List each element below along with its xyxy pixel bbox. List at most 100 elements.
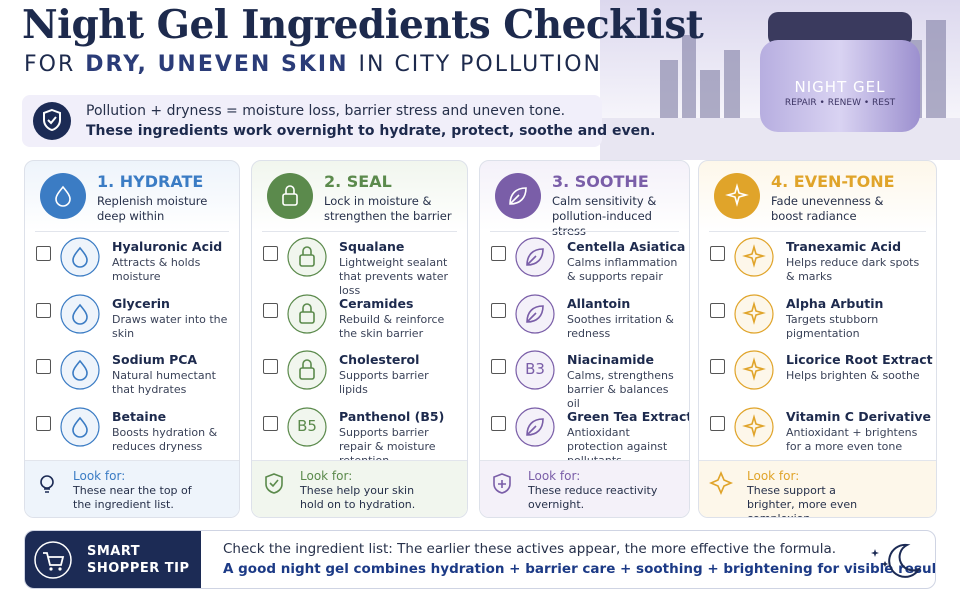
icon — [60, 293, 100, 334]
look-for-label: Look for: — [528, 469, 581, 483]
subtitle-part: FOR — [24, 52, 76, 77]
checkbox[interactable] — [263, 246, 278, 261]
subtitle-part: DRY, UNEVEN SKIN — [85, 52, 349, 77]
item-name: Glycerin — [112, 295, 170, 311]
item-desc: Helps brighten & soothe — [786, 369, 920, 382]
look-for-box: Look for: These support a brighter, more … — [699, 460, 936, 517]
icon — [40, 173, 86, 219]
checkbox[interactable] — [36, 302, 51, 318]
checkbox[interactable] — [36, 359, 51, 374]
item-desc: Natural humectant that hydrates — [112, 369, 216, 396]
badge: B3 — [525, 360, 545, 378]
column-desc: Replenish moisture deep within — [97, 194, 208, 223]
checkbox[interactable] — [36, 415, 51, 431]
item-desc: Boosts hydration & reduces dryness — [112, 425, 218, 453]
look-for-icon — [40, 475, 54, 493]
checkbox[interactable] — [36, 246, 51, 261]
checkbox[interactable] — [263, 359, 278, 374]
item-desc: Helps reduce dark spots & marks — [786, 256, 920, 283]
column-title: 4. EVEN-TONE — [771, 172, 895, 191]
column: 4. EVEN-TONE Fade unevenness & boost radi… — [698, 160, 937, 518]
item-desc: Targets stubborn pigmentation — [786, 312, 879, 340]
item-desc: Attracts & holds moisture — [112, 256, 201, 283]
icon — [734, 237, 774, 277]
item-name: Vitamin C Derivative — [786, 408, 932, 424]
intro-box: Pollution + dryness = moisture loss, bar… — [22, 95, 655, 147]
checkbox[interactable] — [710, 302, 725, 318]
look-for-text: These support a brighter, more even comp… — [747, 484, 858, 517]
tip-line2: A good night gel combines hydration + ba… — [223, 561, 936, 577]
column: 3. SOOTHE Calm sensitivity & pollution-in… — [479, 160, 690, 518]
icon — [60, 406, 100, 447]
checkbox[interactable] — [491, 359, 506, 374]
subtitle-part: IN CITY POLLUTION — [358, 52, 602, 77]
item-name: Green Tea Extract — [567, 408, 690, 424]
icon — [60, 350, 100, 390]
item-name: Allantoin — [567, 295, 631, 311]
item-desc: Calms, strengthens barrier & balances oi… — [567, 369, 674, 410]
checkbox[interactable] — [491, 246, 506, 261]
hero-art — [600, 0, 960, 160]
jar-name: NIGHT GEL — [794, 78, 886, 96]
subtitle: FOR DRY, UNEVEN SKIN IN CITY POLLUTION — [24, 52, 612, 77]
icon — [734, 293, 774, 334]
look-for-text: These reduce reactivity overnight. — [528, 484, 658, 511]
checkbox[interactable] — [491, 302, 506, 318]
checkbox[interactable] — [263, 302, 278, 318]
divider — [35, 231, 229, 232]
intro-line1: Pollution + dryness = moisture loss, bar… — [86, 103, 566, 119]
column-title: 3. SOOTHE — [552, 172, 649, 191]
item-desc: Rebuild & reinforce the skin barrier — [339, 312, 445, 340]
look-for-label: Look for: — [73, 469, 126, 483]
look-for-icon — [493, 473, 511, 494]
item-desc: Supports barrier lipids — [339, 369, 429, 396]
cart-icon — [34, 541, 72, 579]
item-name: Licorice Root Extract — [786, 352, 933, 367]
divider — [490, 231, 679, 232]
checkbox[interactable] — [263, 415, 278, 431]
item-desc: Lightweight sealant that prevents water … — [339, 256, 448, 297]
item-desc: Draws water into the skin — [112, 312, 228, 340]
look-for-label: Look for: — [747, 469, 800, 483]
checkbox[interactable] — [710, 359, 725, 374]
shield-icon — [33, 102, 71, 140]
item-desc: Calms inflammation & supports repair — [567, 256, 678, 283]
look-for-text: These near the top of the ingredient lis… — [73, 484, 192, 511]
moon-icon — [871, 543, 922, 578]
checkbox[interactable] — [491, 415, 506, 431]
item-name: Sodium PCA — [112, 352, 198, 367]
item-name: Alpha Arbutin — [786, 295, 884, 311]
title: Night Gel Ingredients Checklist — [22, 2, 704, 48]
look-for-box: Look for: These help your skin hold on to… — [252, 460, 467, 517]
icon — [714, 173, 760, 219]
jar-tagline: REPAIR • RENEW • REST — [784, 98, 896, 108]
icon — [287, 350, 327, 390]
item-name: Ceramides — [339, 295, 414, 311]
checkbox[interactable] — [710, 246, 725, 261]
icon — [267, 173, 313, 219]
item-name: Betaine — [112, 408, 167, 424]
intro-line2: These ingredients work overnight to hydr… — [86, 123, 656, 139]
icon — [734, 406, 774, 447]
item-name: Centella Asiatica — [567, 239, 686, 254]
icon — [287, 237, 327, 277]
column-desc: Fade unevenness & boost radiance — [771, 194, 884, 223]
column-title: 2. SEAL — [324, 172, 392, 191]
icon — [287, 293, 327, 334]
item-name: Squalane — [339, 239, 405, 254]
icon — [515, 237, 555, 277]
column-desc: Calm sensitivity & pollution-induced str… — [552, 194, 657, 238]
icon — [60, 237, 100, 277]
look-for-text: These help your skin hold on to hydratio… — [300, 484, 416, 511]
column: 1. HYDRATE Replenish moisture deep within… — [24, 160, 240, 518]
look-for-box: Look for: These near the top of the ingre… — [25, 460, 239, 517]
icon — [515, 406, 555, 447]
icon — [495, 173, 541, 219]
look-for-box: Look for: These reduce reactivity overnig… — [480, 460, 689, 517]
tip-line1: Check the ingredient list: The earlier t… — [223, 541, 837, 557]
look-for-label: Look for: — [300, 469, 353, 483]
checkbox[interactable] — [710, 415, 725, 431]
look-for-icon — [265, 473, 283, 494]
column: 2. SEAL Lock in moisture & strengthen the… — [251, 160, 468, 518]
